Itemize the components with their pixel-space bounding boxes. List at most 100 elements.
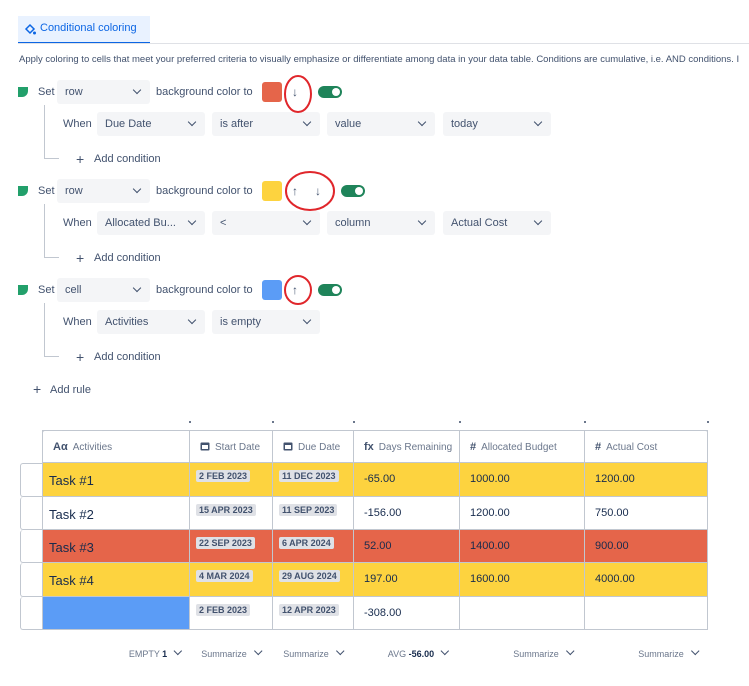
- table-cell[interactable]: 4000.00: [585, 563, 708, 597]
- table-cell[interactable]: 1400.00: [460, 530, 585, 563]
- add-icon: +: [76, 151, 85, 167]
- summary[interactable]: Summarize: [283, 649, 343, 659]
- table-cell[interactable]: 6 APR 2024: [273, 530, 354, 563]
- set-label: Set: [38, 284, 55, 296]
- table-cell[interactable]: -308.00: [354, 597, 460, 630]
- add-condition[interactable]: Add condition: [94, 153, 161, 165]
- tree-line: [44, 105, 59, 159]
- table-cell[interactable]: Task #3: [42, 530, 190, 563]
- date-chip: 6 APR 2024: [279, 537, 334, 549]
- toggle[interactable]: [341, 185, 365, 197]
- table-cell[interactable]: 1000.00: [460, 463, 585, 497]
- color-swatch[interactable]: [262, 82, 282, 102]
- summary[interactable]: Summarize: [638, 649, 698, 659]
- table-cell[interactable]: [460, 597, 585, 630]
- table-cell[interactable]: 52.00: [354, 530, 460, 563]
- table-cell[interactable]: 4 MAR 2024: [190, 563, 273, 597]
- calendar-icon: [283, 442, 293, 451]
- table-cell[interactable]: Task #2: [42, 497, 190, 530]
- table-cell[interactable]: -156.00: [354, 497, 460, 530]
- summary[interactable]: Summarize: [513, 649, 573, 659]
- table-cell[interactable]: 900.00: [585, 530, 708, 563]
- table-cell[interactable]: 2 FEB 2023: [190, 597, 273, 630]
- column-header[interactable]: # Actual Cost: [585, 430, 708, 463]
- column-header[interactable]: Aα Activities: [42, 430, 190, 463]
- table-cell[interactable]: 11 DEC 2023: [273, 463, 354, 497]
- move-up[interactable]: ↑: [292, 184, 298, 198]
- summary-label: EMPTY: [128, 649, 160, 659]
- column-header[interactable]: Start Date: [190, 430, 273, 463]
- toggle[interactable]: [318, 86, 342, 98]
- summary-label: Summarize: [638, 649, 684, 659]
- target-select[interactable]: row: [57, 80, 150, 104]
- table-cell[interactable]: 22 SEP 2023: [190, 530, 273, 563]
- target-select[interactable]: cell: [57, 278, 150, 302]
- table-cell[interactable]: 1200.00: [460, 497, 585, 530]
- condition-select[interactable]: Due Date: [97, 112, 205, 136]
- row-handle[interactable]: [20, 563, 42, 597]
- add-condition[interactable]: Add condition: [94, 351, 161, 363]
- color-label: background color to: [156, 284, 253, 296]
- row-handle[interactable]: [20, 597, 42, 630]
- condition-select[interactable]: is empty: [212, 310, 320, 334]
- table-cell[interactable]: 197.00: [354, 563, 460, 597]
- column-header[interactable]: # Allocated Budget: [460, 430, 585, 463]
- toggle[interactable]: [318, 284, 342, 296]
- table-cell[interactable]: 1200.00: [585, 463, 708, 497]
- condition-select[interactable]: value: [327, 112, 435, 136]
- description: Apply coloring to cells that meet your p…: [19, 54, 740, 65]
- move-up[interactable]: ↑: [292, 283, 298, 297]
- header-label: Allocated Budget: [481, 442, 557, 453]
- summary-label: Summarize: [283, 649, 329, 659]
- table-cell[interactable]: 1600.00: [460, 563, 585, 597]
- tab-label: Conditional coloring: [40, 22, 137, 34]
- condition-select[interactable]: Activities: [97, 310, 205, 334]
- add-rule[interactable]: Add rule: [50, 384, 91, 396]
- summary[interactable]: Summarize: [201, 649, 261, 659]
- summary-label: Summarize: [513, 649, 559, 659]
- summary[interactable]: AVG -56.00: [388, 649, 448, 659]
- move-down[interactable]: ↓: [315, 184, 321, 198]
- condition-select[interactable]: Actual Cost: [443, 211, 551, 235]
- color-swatch[interactable]: [262, 280, 282, 300]
- column-header[interactable]: fx Days Remaining: [354, 430, 460, 463]
- table-cell[interactable]: 750.00: [585, 497, 708, 530]
- row-handle[interactable]: [20, 463, 42, 497]
- activity: Task #4: [49, 573, 94, 588]
- column-header[interactable]: Due Date: [273, 430, 354, 463]
- table-cell[interactable]: 15 APR 2023: [190, 497, 273, 530]
- table-cell[interactable]: [42, 597, 190, 630]
- column-dot: [707, 421, 709, 423]
- add-condition[interactable]: Add condition: [94, 252, 161, 264]
- rule-flag: [18, 87, 28, 97]
- tab[interactable]: Conditional coloring: [18, 16, 150, 44]
- set-label: Set: [38, 86, 55, 98]
- condition-select[interactable]: <: [212, 211, 320, 235]
- target-select[interactable]: row: [57, 179, 150, 203]
- table-cell[interactable]: Task #4: [42, 563, 190, 597]
- move-down[interactable]: ↓: [292, 85, 298, 99]
- table-cell[interactable]: 12 APR 2023: [273, 597, 354, 630]
- date-chip: 11 SEP 2023: [279, 504, 338, 516]
- table-cell[interactable]: [585, 597, 708, 630]
- table-cell[interactable]: 11 SEP 2023: [273, 497, 354, 530]
- number: 4000.00: [595, 573, 635, 585]
- condition-select[interactable]: column: [327, 211, 435, 235]
- color-swatch[interactable]: [262, 181, 282, 201]
- table-cell[interactable]: Task #1: [42, 463, 190, 497]
- table-cell[interactable]: -65.00: [354, 463, 460, 497]
- number: -156.00: [364, 507, 402, 519]
- header-label: Activities: [72, 442, 113, 453]
- condition-select[interactable]: Allocated Bu...: [97, 211, 205, 235]
- tab-icon: [24, 23, 36, 35]
- summary[interactable]: EMPTY 1: [129, 649, 181, 659]
- row-handle[interactable]: [20, 530, 42, 563]
- condition-select[interactable]: is after: [212, 112, 320, 136]
- table-cell[interactable]: 2 FEB 2023: [190, 463, 273, 497]
- table-cell[interactable]: 29 AUG 2024: [273, 563, 354, 597]
- condition-select[interactable]: today: [443, 112, 551, 136]
- header-icon: #: [595, 441, 602, 453]
- toggle-knob: [355, 187, 363, 195]
- row-handle[interactable]: [20, 497, 42, 530]
